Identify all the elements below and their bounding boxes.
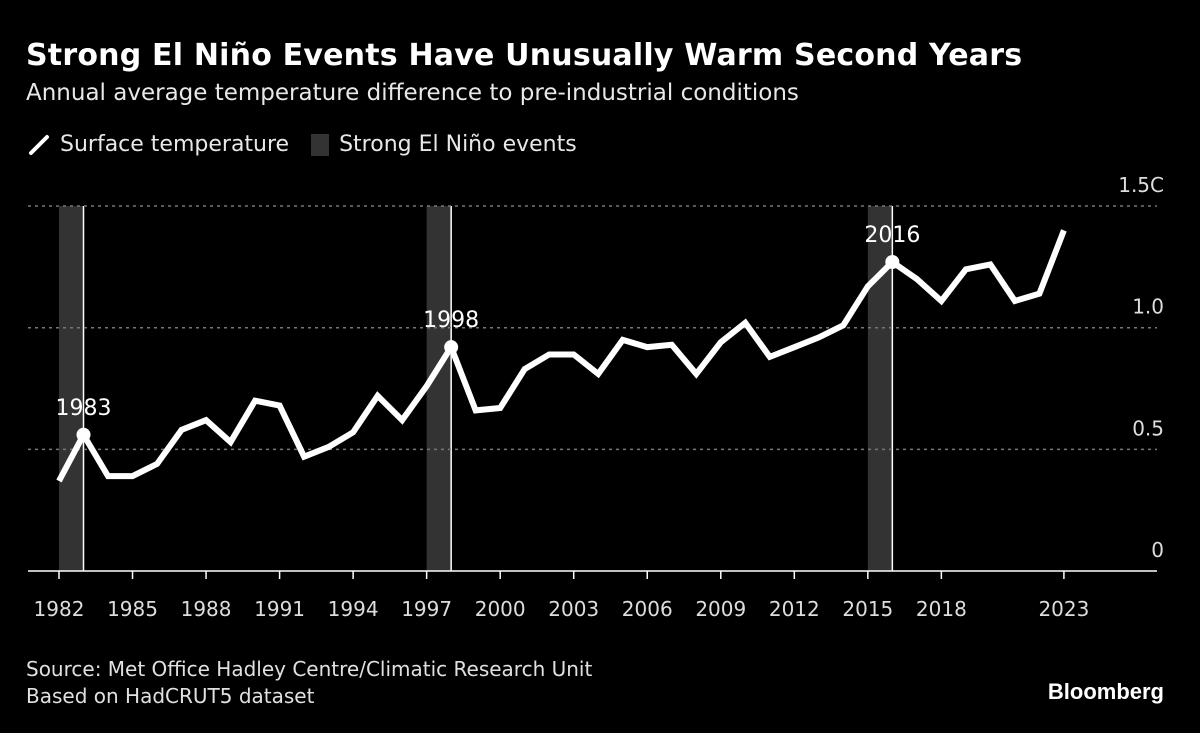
legend-item-el-nino: Strong El Niño events [311,132,577,157]
x-tick-label: 1994 [328,597,379,621]
bloomberg-logo: Bloomberg [1047,679,1164,704]
x-tick-label: 2012 [769,597,820,621]
surface-temperature-line [56,229,1067,483]
source-note: Source: Met Office Hadley Centre/Climati… [26,656,592,710]
event-label: 2016 [864,223,920,248]
legend-label: Surface temperature [60,132,290,157]
x-tick-label: 2003 [548,597,599,621]
y-tick-label: 0.5 [1132,416,1164,440]
y-tick-label: 0 [1151,538,1164,562]
event-label: 1998 [423,308,479,333]
chart-subtitle: Annual average temperature difference to… [26,80,799,106]
event-point [444,340,459,355]
x-tick-label: 1985 [107,597,158,621]
chart-title: Strong El Niño Events Have Unusually War… [26,38,1023,73]
event-point [885,255,900,270]
x-tick-label: 2023 [1038,597,1089,621]
el-nino-band [426,206,452,572]
legend: Surface temperature Strong El Niño event… [28,132,599,157]
line-swatch-icon [29,134,49,155]
legend-item-surface-temperature: Surface temperature [28,132,289,157]
y-tick-label: 1.5C [1118,173,1164,197]
x-tick-label: 2009 [695,597,746,621]
y-tick-label: 1.0 [1132,295,1164,319]
dataset-text: Based on HadCRUT5 dataset [26,684,315,708]
event-point [76,427,91,442]
source-text: Source: Met Office Hadley Centre/Climati… [26,657,593,681]
el-nino-band [59,206,84,572]
x-tick-label: 1988 [181,597,232,621]
legend-label: Strong El Niño events [339,132,577,157]
x-tick-label: 1982 [34,597,85,621]
x-tick-label: 2006 [622,597,673,621]
x-tick-label: 1997 [401,597,452,621]
x-tick-label: 2000 [475,597,526,621]
x-tick-label: 2018 [916,597,967,621]
band-swatch-icon [311,133,330,156]
event-label: 1983 [56,396,112,421]
x-tick-label: 1991 [254,597,305,621]
x-tick-label: 2015 [842,597,893,621]
